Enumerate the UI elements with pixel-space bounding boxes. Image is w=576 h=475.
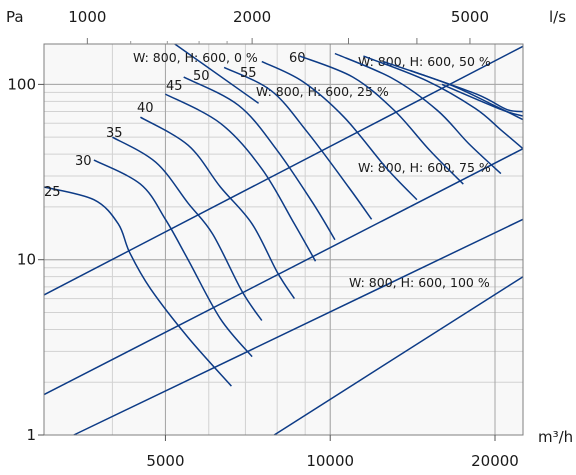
sound-level-curve [140, 116, 296, 300]
damper-line-label: W: 800, H: 600, 0 % [133, 50, 258, 65]
sound-level-curve [183, 76, 336, 241]
damper-line [174, 43, 260, 104]
x-bottom-tick-label: 5000 [146, 452, 184, 470]
sound-level-curve [93, 159, 253, 358]
sound-level-curve [223, 66, 373, 220]
damper-line [43, 148, 524, 396]
x-top-tick-label: 1000 [68, 8, 106, 26]
plot-background [44, 44, 523, 435]
y-tick-label: 10 [17, 251, 36, 269]
y-tick-label: 1 [26, 426, 36, 444]
y-tick-label: 100 [7, 75, 36, 93]
sound-level-curve [165, 93, 317, 262]
ticks: 1 10 100 5000 10000 20000 1000 2000 5000 [7, 8, 518, 470]
damper-line-label: W: 800, H: 600, 25 % [256, 84, 389, 99]
x-bottom-tick-label: 10000 [306, 452, 354, 470]
sound-level-curve [112, 136, 263, 321]
sound-level-curve [299, 55, 464, 185]
damper-line [43, 45, 524, 296]
sound-level-curve [409, 69, 524, 113]
sound-level-label: 60 [289, 51, 306, 66]
damper-line-label: W: 800, H: 600, 75 % [358, 160, 491, 175]
sound-level-curve [334, 52, 502, 175]
x-top-tick-label: 2000 [233, 8, 271, 26]
sound-level-label: 50 [193, 69, 210, 84]
damper-line-label: W: 800, H: 600, 50 % [358, 54, 491, 69]
plot-frame [43, 43, 524, 436]
x-bottom-axis-unit: m³/h [538, 428, 573, 446]
damper-line-label: W: 800, H: 600, 100 % [349, 275, 490, 290]
sound-level-label: 40 [137, 101, 154, 116]
damper-line [273, 276, 524, 436]
x-top-axis-unit: l/s [549, 8, 566, 26]
x-top-tick-label: 5000 [451, 8, 489, 26]
sound-level-curve [441, 83, 524, 117]
sound-level-curve [43, 186, 232, 387]
damper-lines: W: 800, H: 600, 0 % W: 800, H: 600, 25 % W… [43, 43, 524, 436]
y-axis-unit: Pa [6, 8, 24, 26]
damper-line [73, 218, 524, 436]
sound-level-label: 30 [75, 154, 92, 169]
sound-level-curve [261, 60, 418, 201]
sound-level-label: 35 [106, 126, 123, 141]
sound-level-label: 45 [166, 79, 183, 94]
x-bottom-tick-label: 20000 [471, 452, 519, 470]
sound-level-label: 55 [240, 66, 257, 81]
sound-level-label: 25 [44, 185, 61, 200]
sound-level-curve [363, 55, 524, 150]
sound-level-curves: 25 30 35 40 45 50 55 60 [43, 51, 524, 387]
